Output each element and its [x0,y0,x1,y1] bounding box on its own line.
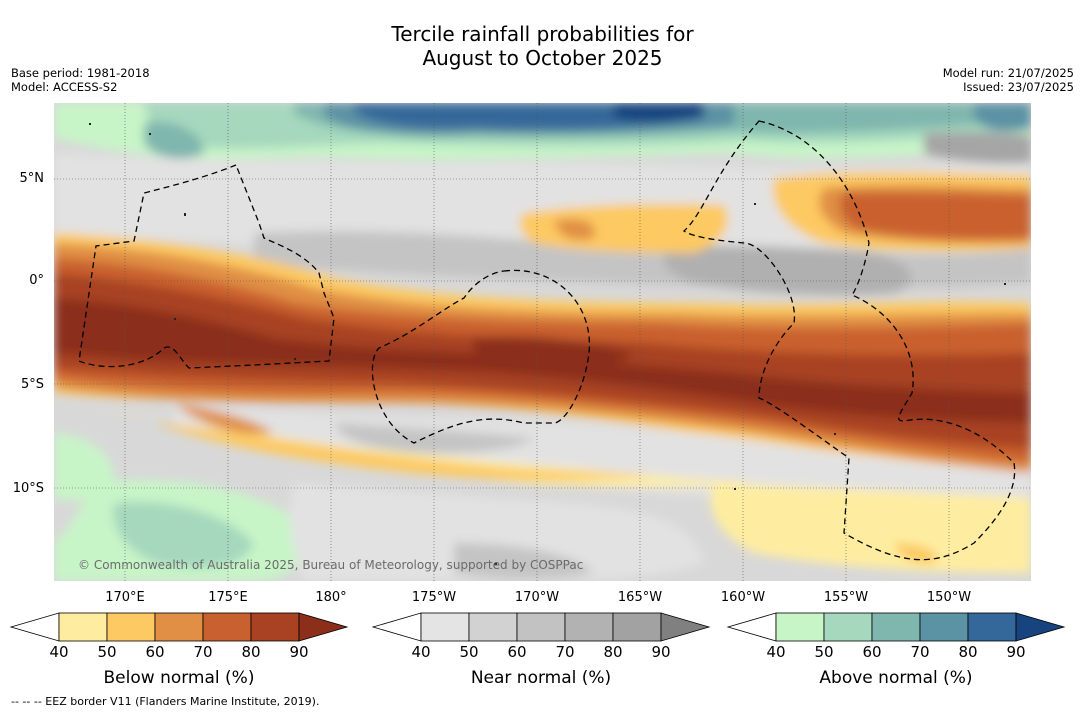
lon-label-175e: 175°E [208,590,248,605]
lat-label-0: 0° [29,273,44,288]
map-title: Tercile rainfall probabilities for Augus… [0,22,1085,70]
colorbar-tick-label: 40 [411,643,431,661]
colorbar-tick-label: 70 [193,643,213,661]
colorbar-segment [564,612,614,642]
title-line-2: August to October 2025 [422,46,663,70]
lon-label-180: 180° [315,590,347,605]
colorbar-tick-label: 50 [459,643,479,661]
colorbar-extend-low [9,612,60,642]
colorbar-segment [468,612,518,642]
lon-label-155w: 155°W [823,590,869,605]
colorbar-extend-high [1015,612,1066,642]
colorbar-segment [250,612,300,642]
colorbar-segment [516,612,566,642]
above-normal-label: Above normal (%) [819,668,973,688]
base-period: Base period: 1981-2018 [11,66,150,80]
colorbar-tick-label: 60 [145,643,165,661]
colorbar-tick-label: 60 [862,643,882,661]
colorbar-extend-low [371,612,422,642]
colorbar-extend-low [726,612,777,642]
colorbar-segment [106,612,156,642]
title-line-1: Tercile rainfall probabilities for [391,22,694,46]
probability-shading [54,103,1031,581]
colorbar-below-normal [9,612,349,642]
colorbar-segment [919,612,969,642]
eez-borders [78,120,1016,561]
issued-date: Issued: 23/07/2025 [963,80,1074,94]
colorbar-tick-label: 80 [241,643,261,661]
colorbar-segment [775,612,825,642]
colorbar-segment [420,612,470,642]
lat-label-5s: 5°S [20,377,44,392]
colorbar-segment [871,612,921,642]
colorbar-segment [823,612,873,642]
colorbar-tick-label: 50 [97,643,117,661]
lon-label-175w: 175°W [411,590,457,605]
colorbar-tick-label: 70 [910,643,930,661]
colorbar-tick-label: 90 [651,643,671,661]
colorbar-segment [202,612,252,642]
colorbar-above-normal [726,612,1066,642]
colorbar-tick-label: 40 [49,643,69,661]
colorbar-tick-label: 90 [1006,643,1026,661]
model-name: Model: ACCESS-S2 [11,80,118,94]
colorbar-tick-label: 80 [603,643,623,661]
islands [89,123,1006,565]
copyright-note: © Commonwealth of Australia 2025, Bureau… [78,558,584,572]
colorbar-extend-high [298,612,349,642]
lon-label-165w: 165°W [617,590,663,605]
colorbar-tick-label: 90 [289,643,309,661]
meta-right: Model run: 21/07/2025 Issued: 23/07/2025 [943,66,1074,94]
colorbar-segment [58,612,108,642]
colorbars [9,612,1066,642]
lon-label-160w: 160°W [720,590,766,605]
lon-label-170w: 170°W [514,590,560,605]
colorbar-extend-high [660,612,711,642]
colorbar-tick-label: 50 [814,643,834,661]
colorbar-tick-label: 80 [958,643,978,661]
colorbar-tick-label: 40 [766,643,786,661]
lon-label-170e: 170°E [105,590,145,605]
colorbar-near-normal [371,612,711,642]
model-run: Model run: 21/07/2025 [942,66,1074,80]
lat-label-5n: 5°N [19,171,45,186]
colorbar-tick-label: 70 [555,643,575,661]
eez-footnote: -- -- -- EEZ border V11 (Flanders Marine… [11,695,320,708]
colorbar-segment [154,612,204,642]
lat-label-10s: 10°S [12,481,44,496]
below-normal-label: Below normal (%) [103,668,255,688]
rainfall-probability-map[interactable] [54,103,1031,581]
colorbar-segment [612,612,662,642]
meta-left: Base period: 1981-2018 Model: ACCESS-S2 [11,66,150,94]
near-normal-label: Near normal (%) [470,668,612,688]
colorbar-segment [967,612,1017,642]
lon-label-150w: 150°W [926,590,972,605]
colorbar-tick-label: 60 [507,643,527,661]
graticule [54,103,1031,581]
